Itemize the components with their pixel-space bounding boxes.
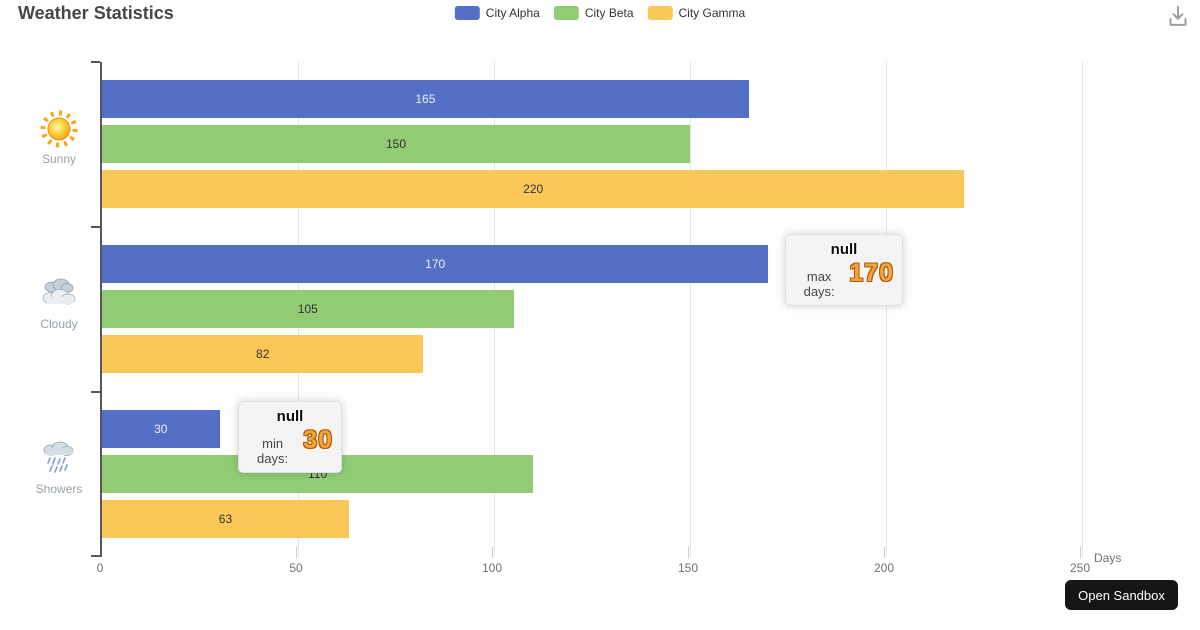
bar-city-alpha-cloudy[interactable]: 170: [102, 245, 769, 283]
bar-value-label: 165: [415, 92, 436, 106]
legend-swatch-icon: [553, 6, 579, 20]
x-axis-tick-label: 100: [481, 561, 503, 575]
tooltip-label: min days:: [257, 436, 289, 466]
x-axis-tick-label: 50: [289, 561, 303, 575]
bar-value-label: 220: [523, 182, 544, 196]
category-label-showers: Showers: [18, 438, 100, 496]
legend-item-city-gamma[interactable]: City Gamma: [647, 6, 746, 20]
legend-label: City Beta: [584, 6, 634, 20]
x-axis-tick: [688, 547, 689, 558]
bar-value-label: 170: [425, 257, 446, 271]
y-axis-tick: [91, 555, 100, 557]
page-title: Weather Statistics: [18, 3, 174, 23]
tooltip-value: 170: [849, 259, 894, 287]
legend-item-city-beta[interactable]: City Beta: [553, 6, 634, 20]
bar-city-beta-cloudy[interactable]: 105: [102, 290, 514, 328]
category-label-cloudy: Cloudy: [18, 273, 100, 331]
x-axis-tick-label: 150: [677, 561, 699, 575]
x-axis-title: Days: [1094, 551, 1122, 565]
plot-area: 165 150 220 170 105 82 30 110 63: [100, 62, 1083, 557]
bar-value-label: 105: [297, 302, 318, 316]
y-axis-tick: [91, 61, 100, 63]
bar-value-label: 30: [154, 422, 168, 436]
bar-value-label: 63: [218, 512, 233, 526]
y-axis-tick: [91, 226, 100, 228]
legend-label: City Gamma: [678, 6, 746, 20]
tooltip-max: null max days: 170: [785, 234, 903, 306]
legend-item-city-alpha[interactable]: City Alpha: [454, 6, 540, 20]
bar-city-gamma-showers[interactable]: 63: [102, 500, 349, 538]
bar-city-gamma-cloudy[interactable]: 82: [102, 335, 424, 373]
bar-city-beta-sunny[interactable]: 150: [102, 125, 690, 163]
tooltip-value: 30: [303, 426, 333, 454]
tooltip-label: max days:: [803, 269, 835, 299]
category-name: Sunny: [41, 152, 77, 166]
gridline: [1082, 62, 1083, 557]
x-axis-tick-label: 0: [96, 561, 104, 575]
rain-cloud-icon: [43, 441, 74, 473]
x-axis-tick-label: 200: [873, 561, 895, 575]
category-name: Showers: [35, 482, 83, 496]
legend-swatch-icon: [454, 6, 480, 20]
tooltip-min: null min days: 30: [238, 401, 342, 473]
x-axis-tick: [296, 547, 297, 558]
y-axis-tick: [91, 391, 100, 393]
tooltip-title: null: [276, 408, 304, 425]
category-name: Cloudy: [40, 317, 78, 331]
bar-city-alpha-showers[interactable]: 30: [102, 410, 220, 448]
bar-city-alpha-sunny[interactable]: 165: [102, 80, 749, 118]
bar-value-label: 150: [385, 137, 407, 151]
legend-swatch-icon: [647, 6, 673, 20]
legend-label: City Alpha: [485, 6, 540, 20]
tooltip-title: null: [830, 241, 858, 258]
x-axis-tick-label: 250: [1069, 561, 1091, 575]
x-axis-tick: [492, 547, 493, 558]
gridline: [886, 62, 887, 557]
bar-value-label: 82: [256, 347, 270, 361]
x-axis-tick: [1080, 547, 1081, 558]
gridline: [690, 62, 691, 557]
open-sandbox-button[interactable]: Open Sandbox: [1065, 580, 1178, 610]
sun-icon: [40, 110, 78, 148]
clouds-icon: [42, 278, 76, 305]
download-icon[interactable]: [1163, 2, 1193, 32]
category-label-sunny: Sunny: [18, 108, 100, 166]
bar-city-gamma-sunny[interactable]: 220: [102, 170, 965, 208]
x-axis-tick: [884, 547, 885, 558]
chart-legend: City Alpha City Beta City Gamma: [454, 6, 746, 20]
